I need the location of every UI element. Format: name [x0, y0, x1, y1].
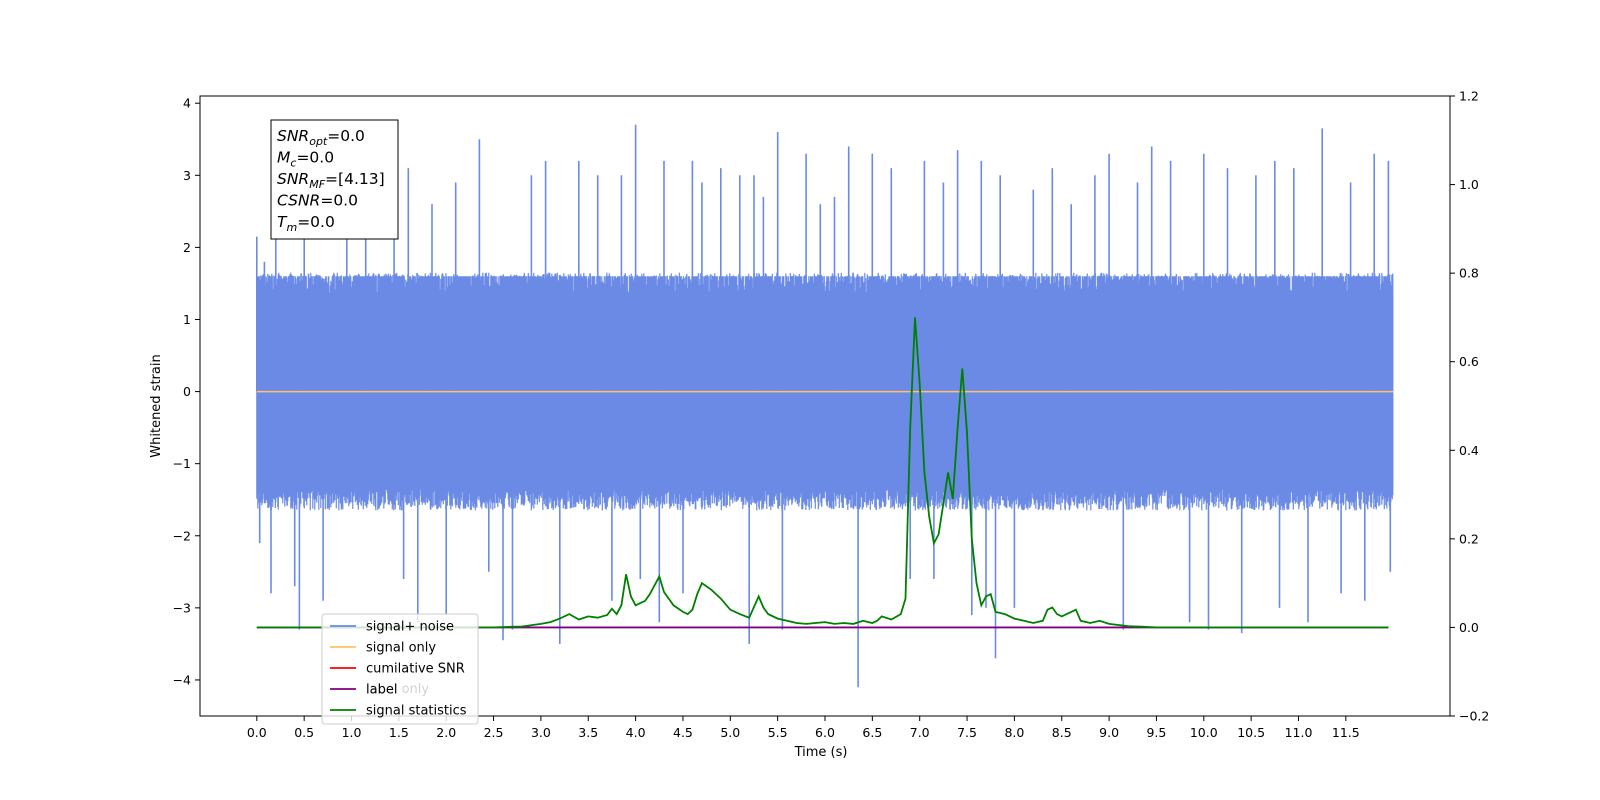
y-left-tick-label: −4: [173, 672, 191, 687]
y-axis-right: 1.2 1.0 0.8 0.6 0.4 0.2 0.0 −0.2: [1450, 89, 1489, 724]
x-tick-label: 7.5: [957, 725, 977, 740]
y-right-tick-label: 0.6: [1459, 354, 1479, 369]
y-right-tick-label: −0.2: [1459, 709, 1489, 724]
x-tick-label: 9.0: [1099, 725, 1119, 740]
y-right-tick-label: 0.8: [1459, 266, 1479, 281]
legend-hidden-text: label only: [366, 682, 429, 697]
x-tick-label: 5.0: [720, 725, 740, 740]
x-tick-label: 10.0: [1190, 725, 1218, 740]
x-tick-label: 5.5: [768, 725, 788, 740]
x-tick-label: 9.5: [1146, 725, 1166, 740]
x-tick-label: 2.5: [484, 725, 504, 740]
x-tick-label: 1.0: [342, 725, 362, 740]
series-signal-noise-spikes: [256, 124, 1392, 688]
y-right-tick-label: 1.0: [1459, 177, 1479, 192]
y-right-tick-label: 0.2: [1459, 531, 1479, 546]
x-tick-label: 6.5: [862, 725, 882, 740]
y-right-tick-label: 0.0: [1459, 620, 1479, 635]
x-tick-label: 11.5: [1332, 725, 1360, 740]
x-tick-label: 6.0: [815, 725, 835, 740]
x-axis: 0.0 0.5 1.0 1.5 2.0 2.5 3.0 3.5 4.0 4.5 5.0 5.5 6.0 6…: [247, 716, 1360, 740]
info-line: Tm=0.0: [277, 213, 335, 234]
x-tick-label: 10.5: [1237, 725, 1265, 740]
info-line: CSNR=0.0: [277, 192, 358, 210]
info-line: SNRMF=[4.13]: [277, 170, 385, 191]
x-tick-label: 7.0: [910, 725, 930, 740]
y-left-tick-label: 4: [183, 96, 191, 111]
y-left-tick-label: 3: [183, 168, 191, 183]
x-tick-label: 3.5: [578, 725, 598, 740]
data-layer: [256, 124, 1394, 688]
y-axis-label: Whitened strain: [149, 354, 164, 457]
x-tick-label: 8.0: [1004, 725, 1024, 740]
y-axis-left: 4 3 2 1 0 −1 −2 −3 −4: [173, 96, 200, 687]
x-axis-label: Time (s): [794, 745, 848, 760]
y-left-tick-label: 1: [183, 312, 191, 327]
legend: label only signal+ noise signal only cumil…: [321, 613, 479, 725]
y-left-tick-label: 0: [183, 384, 191, 399]
x-tick-label: 4.5: [673, 725, 693, 740]
x-tick-label: 11.0: [1285, 725, 1313, 740]
x-tick-label: 2.0: [436, 725, 456, 740]
y-left-tick-label: −1: [173, 456, 191, 471]
x-tick-label: 4.0: [626, 725, 646, 740]
info-line: Mc=0.0: [277, 149, 334, 170]
x-tick-label: 8.5: [1052, 725, 1072, 740]
info-line: SNRopt=0.0: [277, 127, 365, 148]
y-right-tick-label: 0.4: [1459, 443, 1479, 458]
y-left-tick-label: 2: [183, 240, 191, 255]
x-tick-label: 0.5: [294, 725, 314, 740]
x-tick-label: 3.0: [531, 725, 551, 740]
x-tick-label: 1.5: [389, 725, 409, 740]
legend-label: signal+ noise: [366, 620, 454, 635]
y-left-tick-label: −2: [173, 528, 191, 543]
x-tick-label: 0.0: [247, 725, 267, 740]
legend-label: signal statistics: [366, 704, 467, 719]
y-right-tick-label: 1.2: [1459, 89, 1479, 104]
legend-label: label: [366, 683, 397, 698]
legend-label: signal only: [366, 641, 436, 656]
series-signal-statistics: [256, 317, 1389, 629]
legend-label: cumilative SNR: [366, 662, 465, 677]
y-left-tick-label: −3: [173, 600, 191, 615]
